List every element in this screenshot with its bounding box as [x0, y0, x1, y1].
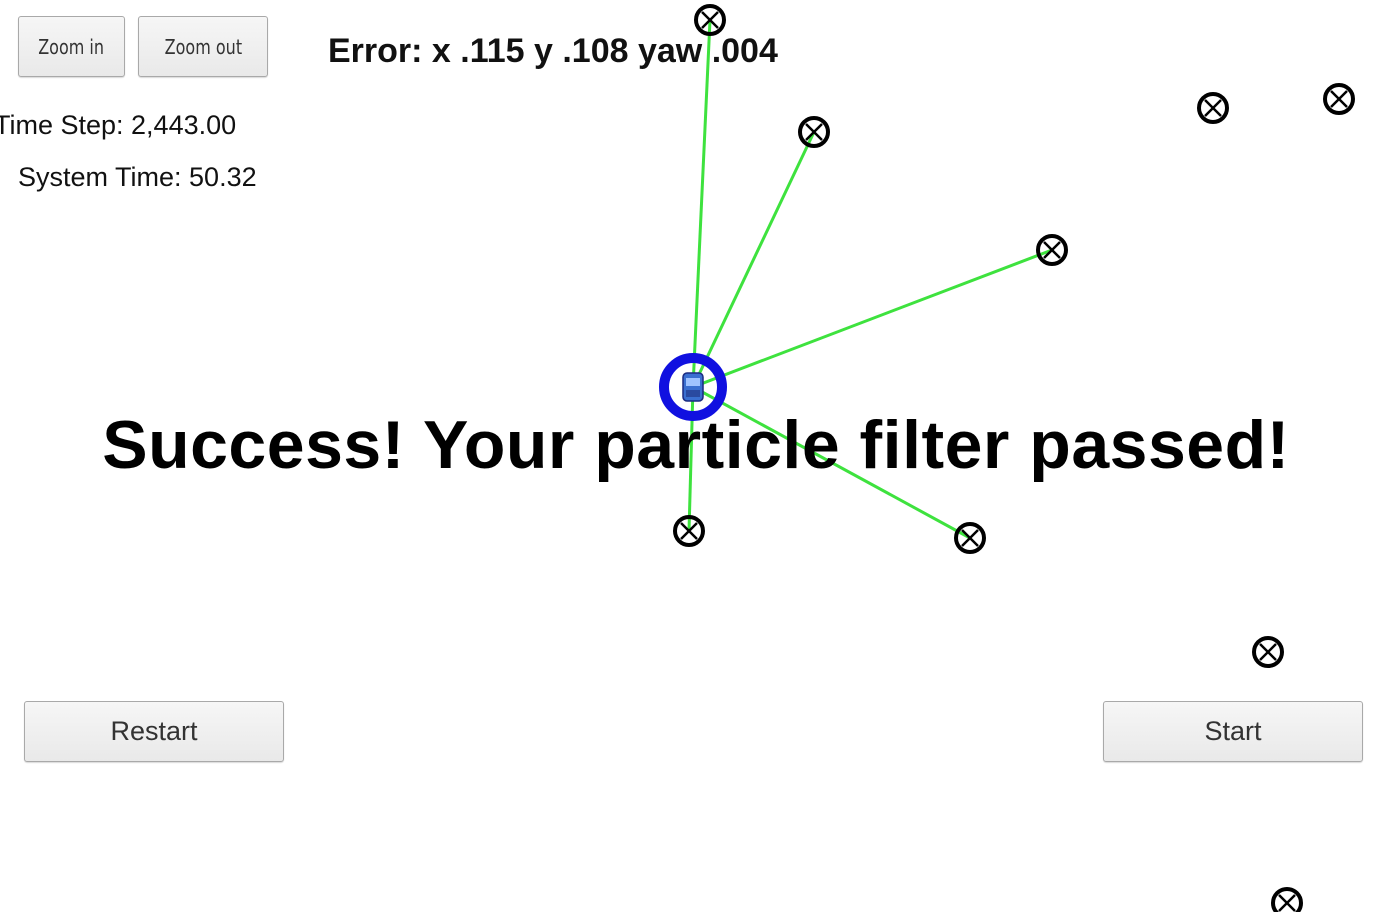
- landmark-icon: [1323, 83, 1355, 115]
- landmark-icon: [1271, 887, 1303, 912]
- system-time-readout: System Time: 50.32: [18, 162, 257, 192]
- observation-line: [692, 385, 971, 540]
- restart-label: Restart: [110, 716, 198, 746]
- landmarks: [673, 4, 1355, 912]
- success-message: Success! Your particle filter passed!: [102, 407, 1290, 483]
- start-button[interactable]: Start: [1103, 701, 1363, 762]
- vehicle-ring: [659, 353, 727, 421]
- zoom-out-button[interactable]: Zoom out: [138, 16, 268, 77]
- landmark-icon: [673, 515, 705, 547]
- landmark-icon: [1252, 636, 1284, 668]
- observation-line: [692, 248, 1053, 389]
- landmark-icon: [954, 522, 986, 554]
- time-step-readout: Time Step: 2,443.00: [0, 110, 237, 140]
- landmark-icon: [1197, 92, 1229, 124]
- landmark-icon: [1036, 234, 1068, 266]
- zoom-in-button[interactable]: Zoom in: [18, 16, 125, 77]
- observation-line: [691, 19, 712, 388]
- error-readout: Error: x .115 y .108 yaw .004: [328, 32, 778, 70]
- landmark-icon: [798, 116, 830, 148]
- start-label: Start: [1204, 716, 1262, 746]
- restart-button[interactable]: Restart: [24, 701, 284, 762]
- landmark-icon: [694, 4, 726, 36]
- observation-line: [691, 131, 816, 388]
- car-icon: [682, 372, 704, 402]
- zoom-in-label: Zoom in: [38, 34, 105, 59]
- vehicle: [659, 353, 727, 421]
- zoom-out-label: Zoom out: [164, 34, 242, 59]
